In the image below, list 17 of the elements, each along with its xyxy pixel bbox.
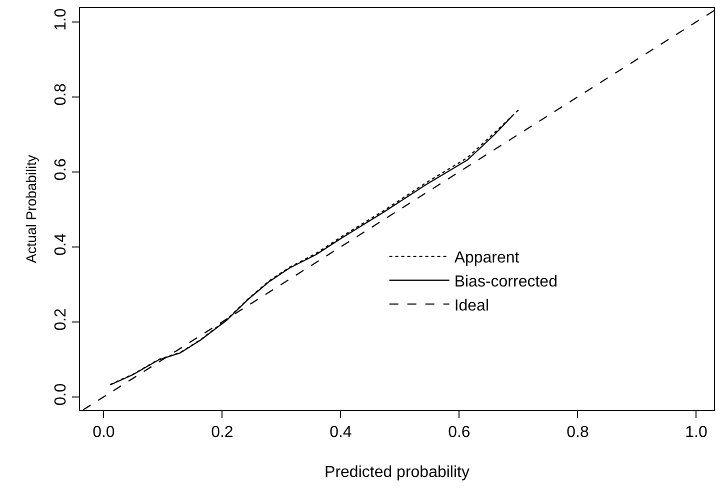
x-tick-label: 0.8 [566, 424, 589, 442]
y-tick-label: 0.0 [52, 383, 70, 406]
x-tick-label: 0.4 [330, 424, 352, 442]
y-tick-label: 0.8 [52, 83, 70, 106]
x-tick-label: 0.2 [211, 424, 234, 442]
legend-label: Bias-corrected [454, 274, 558, 290]
y-tick-label: 0.2 [52, 308, 70, 331]
legend-label: Apparent [454, 250, 520, 267]
legend-label: Ideal [454, 297, 490, 314]
x-axis-title: Predicted probability [324, 464, 470, 481]
y-axis-title: Actual Probability [23, 154, 40, 264]
y-tick-label: 0.4 [52, 233, 70, 256]
x-tick-label: 0.0 [92, 424, 115, 442]
x-tick-label: 0.6 [448, 424, 470, 442]
x-tick-label: 1.0 [685, 424, 708, 442]
y-tick-label: 0.6 [52, 158, 70, 181]
y-tick-label: 1.0 [52, 8, 70, 31]
